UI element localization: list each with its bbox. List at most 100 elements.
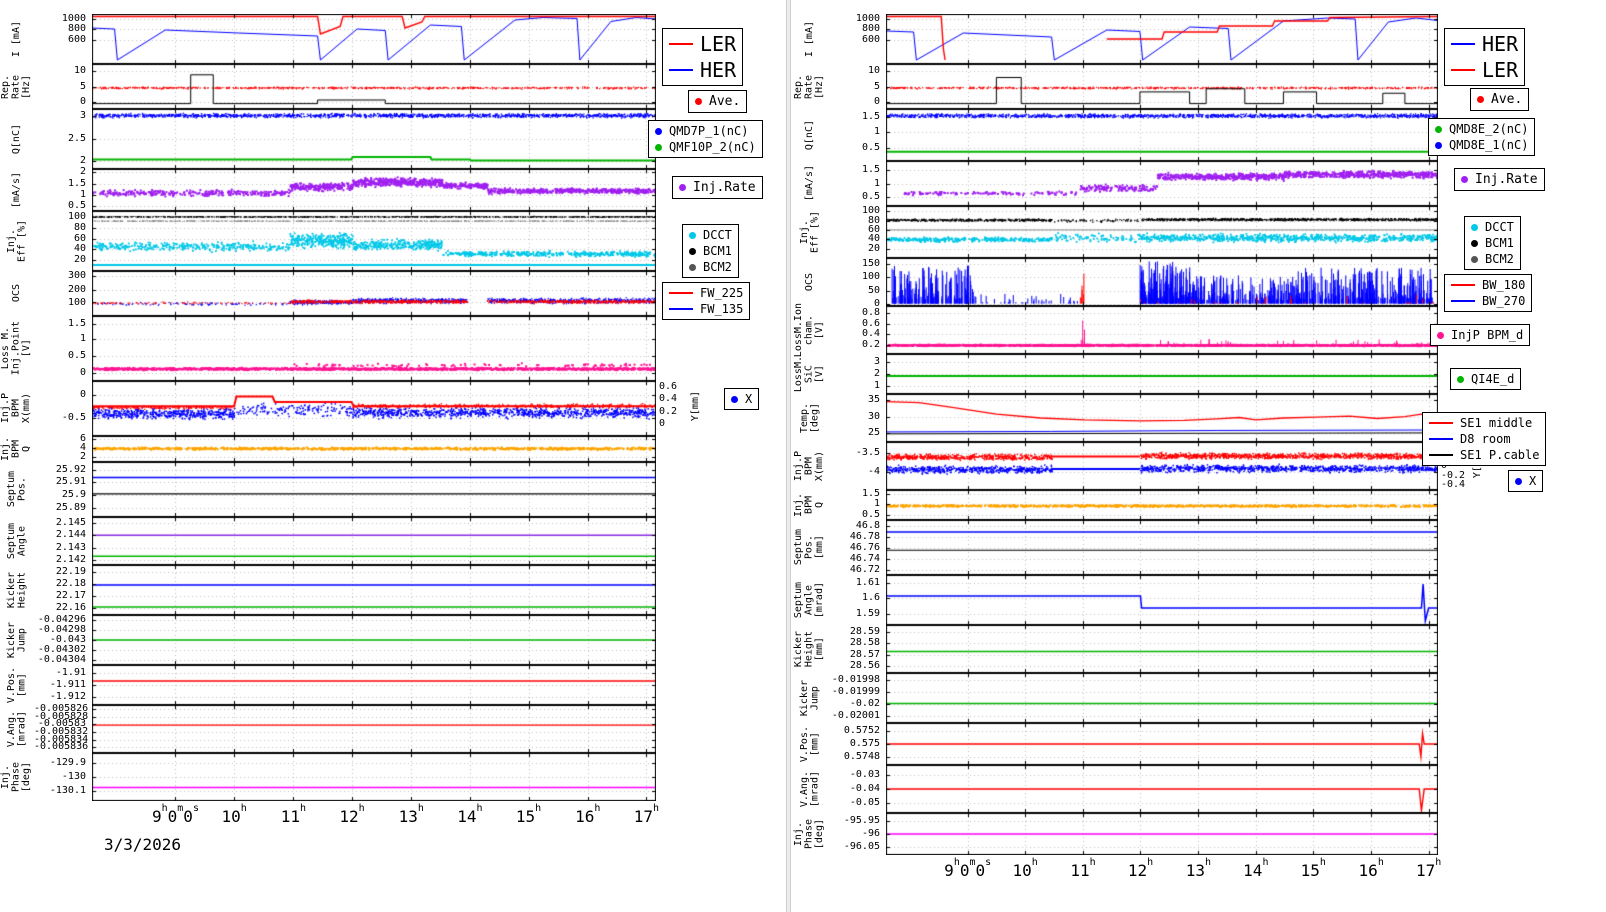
dot-sample-icon xyxy=(1515,477,1522,485)
plot-kicker-jump xyxy=(92,615,656,665)
legend-item: HER xyxy=(669,57,736,83)
legend-eff: DCCT BCM1 BCM2 xyxy=(1464,216,1521,270)
row-label-rep-rate: Rep. Rate [Hz] xyxy=(792,64,828,109)
y-tick-label: -1.912 xyxy=(49,691,86,702)
x-tick-label: 10h xyxy=(221,803,247,826)
y-tick-label: -0.03 xyxy=(849,768,880,780)
plot-inj-eff xyxy=(886,206,1438,258)
dot-sample-icon xyxy=(1435,141,1442,149)
row-label-text-bpm-q: Inj. BPM Q xyxy=(793,492,826,518)
plot-bpm-q xyxy=(92,436,656,462)
y-tick-label: 1 xyxy=(873,126,880,138)
y-tick-label: 22.16 xyxy=(55,602,86,613)
y-tick-label: 1.5 xyxy=(861,487,880,499)
y-tick-label: -0.02 xyxy=(849,698,880,709)
row-label-text-septum-pos: Septum Pos. xyxy=(5,471,28,508)
legend-item: X xyxy=(1515,473,1536,489)
legend-label: BCM1 xyxy=(703,244,732,258)
y-tick-label: -4 xyxy=(867,465,880,477)
legend-item: BCM1 xyxy=(1471,235,1514,251)
row-label-septum-angle: Septum Angle [mrad] xyxy=(792,575,828,625)
plot-kicker-height xyxy=(92,565,656,615)
y-tick-label: 0.6 xyxy=(861,317,880,329)
plot-bpm-x xyxy=(886,442,1438,490)
row-label-inj-eff: Inj. Eff [%] xyxy=(0,211,34,271)
x-tick-label: 15h xyxy=(515,803,542,826)
y-tick-label: 2.145 xyxy=(55,516,86,528)
y-tick-label: 2 xyxy=(79,166,86,178)
legend-label: LER xyxy=(700,32,737,56)
legend-item: BCM1 xyxy=(689,243,732,259)
row-label-text-inj-rate: [mA/s] xyxy=(10,171,22,209)
y-tick-label: 600 xyxy=(67,34,86,45)
y-tick-label: 3 xyxy=(873,356,880,367)
row-label-text-inj-eff: Inj. Eff [%] xyxy=(798,210,821,254)
y-tick-label: 100 xyxy=(861,205,880,217)
y-tick-label: 1000 xyxy=(855,13,880,24)
y-tick-label: 1 xyxy=(873,380,880,391)
row-label-charge: Q[nC] xyxy=(792,109,828,161)
y-tick-label: 35 xyxy=(867,393,880,405)
y-tick-label: -96 xyxy=(861,828,880,839)
row-label-text-loss: Loss M. Inj.Point [V] xyxy=(0,321,33,376)
y-tick-label: -3.5 xyxy=(855,446,880,458)
x-tick-label: 11h xyxy=(1070,857,1096,880)
plot-v-ang xyxy=(886,765,1438,813)
x-tick-label: 14h xyxy=(1243,857,1269,880)
y-tick-label: 2.142 xyxy=(55,554,86,566)
row-label-kicker-height: Kicker Height [mm] xyxy=(792,625,828,673)
y-tick-label: 2.5 xyxy=(67,133,86,144)
plot-charge xyxy=(92,109,656,169)
line-sample-icon xyxy=(669,292,693,294)
plot-rep-rate xyxy=(92,64,656,109)
y-tick-label: -0.01999 xyxy=(831,686,880,697)
y2-tick-label: 0.4 xyxy=(659,393,678,405)
y-tick-label: 60 xyxy=(73,232,86,244)
dot-sample-icon xyxy=(1437,331,1444,339)
row-label-text-rep-rate: Rep. Rate [Hz] xyxy=(0,74,33,99)
plot-loss-sic xyxy=(886,354,1438,394)
y-tick-label: 150 xyxy=(861,257,880,269)
y-tick-label: -0.04304 xyxy=(37,654,86,665)
y2-tick-label: 0.2 xyxy=(659,405,678,417)
x-tick-label: 12h xyxy=(1127,857,1154,880)
plot-bpm-q xyxy=(886,490,1438,520)
legend-item: LER xyxy=(1451,57,1518,83)
legend-item: QI4E_d xyxy=(1457,371,1514,387)
x-tick-label: 11h xyxy=(280,803,306,826)
y-tick-label: -0.005826 xyxy=(34,702,89,714)
plot-current xyxy=(886,14,1438,64)
plot-bpm-x xyxy=(92,381,656,436)
legend-label: BW_180 xyxy=(1482,278,1526,292)
row-label-loss: Loss M. Inj.Point [V] xyxy=(0,316,34,381)
y-tick-label: 1 xyxy=(873,498,880,510)
y-tick-label: -130.1 xyxy=(49,785,86,797)
y-tick-label: 1.5 xyxy=(861,164,880,175)
y-tick-label: 25.9 xyxy=(61,489,86,500)
row-label-text-current: I [mA] xyxy=(10,20,22,58)
y-tick-label: 40 xyxy=(867,233,880,245)
legend-item: HER xyxy=(1451,31,1518,57)
row-label-text-kicker-height: Kicker Height [mm] xyxy=(793,630,826,668)
row-label-text-phase: Inj. Phase [deg] xyxy=(0,761,33,793)
y-tick-label: -129.9 xyxy=(49,756,86,768)
row-label-kicker-jump: Kicker Jump xyxy=(792,673,828,723)
plot-charge xyxy=(886,109,1438,161)
row-label-text-ocs: OCS xyxy=(803,272,815,292)
legend-item: BW_180 xyxy=(1451,277,1525,293)
y-tick-label: 25.92 xyxy=(55,463,86,475)
y-tick-label: 1 xyxy=(873,177,880,189)
legend-label: DCCT xyxy=(703,228,732,242)
row-label-loss-ion: LossM.Ion cham. [V] xyxy=(792,303,828,357)
dot-sample-icon xyxy=(689,263,696,271)
row-label-septum-pos: Septum Pos. xyxy=(0,462,34,517)
line-sample-icon xyxy=(1429,454,1453,456)
line-sample-icon xyxy=(1429,422,1453,424)
legend-item: Ave. xyxy=(695,93,740,110)
y-tick-label: 0.8 xyxy=(861,307,880,319)
legend-beam: HER LER xyxy=(1444,28,1526,86)
legend-temp: SE1 middle D8 room SE1 P.cable xyxy=(1422,412,1547,466)
y-tick-label: 28.56 xyxy=(849,660,880,672)
row-label-inj-rate: [mA/s] xyxy=(792,161,828,206)
